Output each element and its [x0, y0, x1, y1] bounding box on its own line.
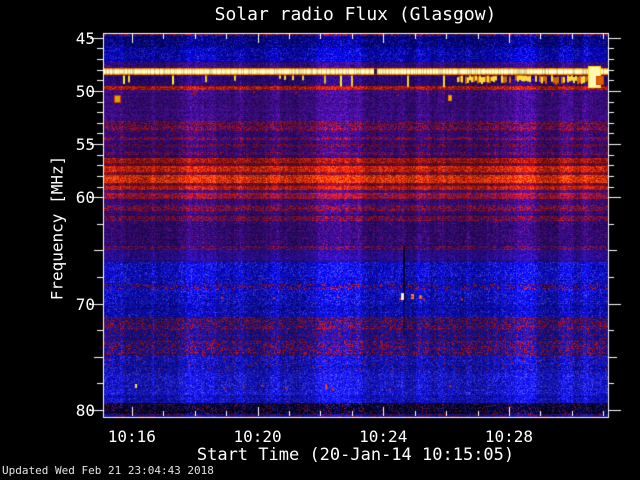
- y-axis-label: Frequency [MHz]: [47, 155, 67, 301]
- updated-timestamp: Updated Wed Feb 21 23:04:43 2018: [2, 464, 214, 477]
- y-tick-label: 55: [75, 135, 95, 155]
- y-tick-label: 50: [75, 81, 95, 101]
- y-tick-label: 45: [75, 28, 95, 48]
- x-tick-label: 10:20: [233, 427, 282, 446]
- y-tick-label: 70: [75, 294, 95, 314]
- y-tick-label: 80: [75, 400, 95, 420]
- x-tick-label: 10:16: [107, 427, 156, 446]
- x-tick-label: 10:28: [484, 427, 534, 446]
- y-tick-label: 60: [75, 188, 95, 208]
- x-tick-label: 10:24: [359, 427, 408, 446]
- x-axis-label: Start Time (20-Jan-14 10:15:05): [196, 445, 515, 465]
- chart-title: Solar radio Flux (Glasgow): [214, 4, 497, 25]
